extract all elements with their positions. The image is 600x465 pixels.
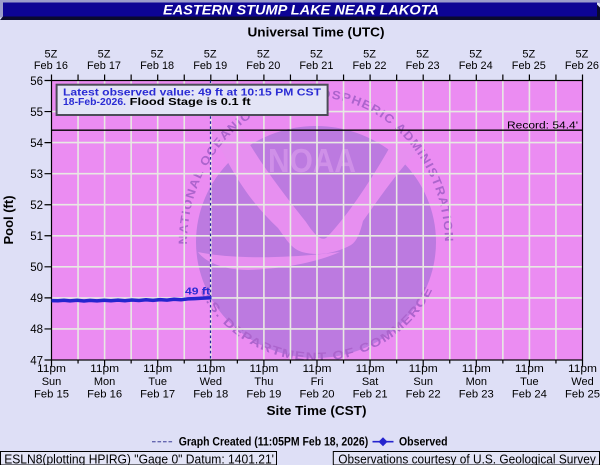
- svg-text:5Z: 5Z: [469, 49, 482, 61]
- svg-text:Feb 17: Feb 17: [140, 389, 175, 401]
- svg-text:51: 51: [30, 231, 43, 243]
- svg-text:5Z: 5Z: [151, 49, 164, 61]
- svg-text:Feb 18: Feb 18: [140, 60, 174, 72]
- svg-text:Observed: Observed: [399, 434, 448, 448]
- svg-text:49 ft: 49 ft: [185, 286, 211, 298]
- svg-text:Mon: Mon: [466, 376, 487, 388]
- svg-text:NOAA: NOAA: [268, 142, 356, 179]
- svg-text:54: 54: [30, 138, 43, 150]
- svg-text:11pm: 11pm: [37, 363, 66, 375]
- svg-text:Feb 24: Feb 24: [459, 60, 493, 72]
- svg-text:Feb 19: Feb 19: [246, 389, 281, 401]
- svg-text:5Z: 5Z: [257, 49, 270, 61]
- svg-text:Feb 21: Feb 21: [353, 389, 388, 401]
- svg-text:Flood Stage is 0.1 ft: Flood Stage is 0.1 ft: [130, 97, 252, 108]
- svg-text:Universal Time (UTC): Universal Time (UTC): [248, 26, 385, 40]
- svg-text:Feb 22: Feb 22: [353, 60, 387, 72]
- svg-text:Feb 18: Feb 18: [193, 389, 228, 401]
- svg-text:11pm: 11pm: [409, 363, 438, 375]
- svg-text:11pm: 11pm: [515, 363, 544, 375]
- svg-text:5Z: 5Z: [575, 49, 588, 61]
- svg-text:Feb 26: Feb 26: [565, 60, 599, 72]
- svg-text:18-Feb-2026.: 18-Feb-2026.: [63, 97, 126, 108]
- svg-text:11pm: 11pm: [303, 363, 332, 375]
- svg-text:48: 48: [30, 324, 43, 336]
- svg-text:Sat: Sat: [362, 376, 379, 388]
- svg-text:11pm: 11pm: [143, 363, 172, 375]
- svg-text:11pm: 11pm: [90, 363, 119, 375]
- svg-text:5Z: 5Z: [416, 49, 429, 61]
- svg-text:Latest observed value: 49 ft a: Latest observed value: 49 ft at 10:15 PM…: [63, 88, 321, 99]
- svg-text:Wed: Wed: [571, 376, 593, 388]
- svg-text:Feb 24: Feb 24: [512, 389, 547, 401]
- svg-text:Wed: Wed: [200, 376, 222, 388]
- svg-text:Site Time (CST): Site Time (CST): [267, 404, 367, 418]
- svg-text:Sun: Sun: [42, 376, 62, 388]
- svg-text:56: 56: [30, 76, 43, 88]
- svg-text:Fri: Fri: [311, 376, 324, 388]
- svg-text:Feb 15: Feb 15: [34, 389, 69, 401]
- svg-text:Tue: Tue: [520, 376, 539, 388]
- svg-text:Mon: Mon: [94, 376, 115, 388]
- svg-text:Feb 17: Feb 17: [87, 60, 121, 72]
- svg-text:Thu: Thu: [254, 376, 273, 388]
- svg-text:Tue: Tue: [148, 376, 167, 388]
- svg-text:11pm: 11pm: [356, 363, 385, 375]
- svg-text:11pm: 11pm: [462, 363, 491, 375]
- svg-text:5Z: 5Z: [98, 49, 111, 61]
- svg-text:5Z: 5Z: [363, 49, 376, 61]
- svg-text:11pm: 11pm: [196, 363, 225, 375]
- svg-text:5Z: 5Z: [522, 49, 535, 61]
- svg-text:Feb 25: Feb 25: [565, 389, 600, 401]
- svg-text:11pm: 11pm: [249, 363, 278, 375]
- svg-text:Feb 23: Feb 23: [459, 389, 494, 401]
- svg-text:49: 49: [30, 293, 43, 305]
- svg-text:ESLN8(plotting HPIRG) "Gage 0": ESLN8(plotting HPIRG) "Gage 0" Datum: 14…: [4, 451, 274, 465]
- svg-text:Feb 20: Feb 20: [300, 389, 335, 401]
- svg-text:47: 47: [30, 355, 43, 367]
- svg-text:5Z: 5Z: [44, 49, 57, 61]
- svg-text:11pm: 11pm: [568, 363, 597, 375]
- svg-text:55: 55: [30, 107, 43, 119]
- svg-text:5Z: 5Z: [204, 49, 217, 61]
- svg-text:Observations courtesy of U.S.: Observations courtesy of U.S. Geological…: [338, 451, 596, 465]
- svg-text:Feb 19: Feb 19: [193, 60, 227, 72]
- svg-text:Feb 22: Feb 22: [406, 389, 441, 401]
- svg-text:Graph Created (11:05PM Feb 18,: Graph Created (11:05PM Feb 18, 2026): [179, 434, 369, 448]
- svg-text:Pool (ft): Pool (ft): [1, 195, 16, 244]
- svg-text:Feb 23: Feb 23: [406, 60, 440, 72]
- svg-text:Sun: Sun: [413, 376, 433, 388]
- svg-text:Feb 16: Feb 16: [87, 389, 122, 401]
- svg-text:Feb 16: Feb 16: [34, 60, 68, 72]
- svg-text:50: 50: [30, 262, 43, 274]
- svg-text:53: 53: [30, 169, 43, 181]
- svg-text:Feb 20: Feb 20: [246, 60, 280, 72]
- svg-text:EASTERN STUMP LAKE NEAR LAKOTA: EASTERN STUMP LAKE NEAR LAKOTA: [163, 2, 439, 18]
- svg-text:5Z: 5Z: [310, 49, 323, 61]
- svg-text:Feb 25: Feb 25: [512, 60, 546, 72]
- svg-text:Record: 54.4': Record: 54.4': [507, 121, 578, 132]
- svg-text:52: 52: [30, 200, 43, 212]
- svg-text:Feb 21: Feb 21: [299, 60, 333, 72]
